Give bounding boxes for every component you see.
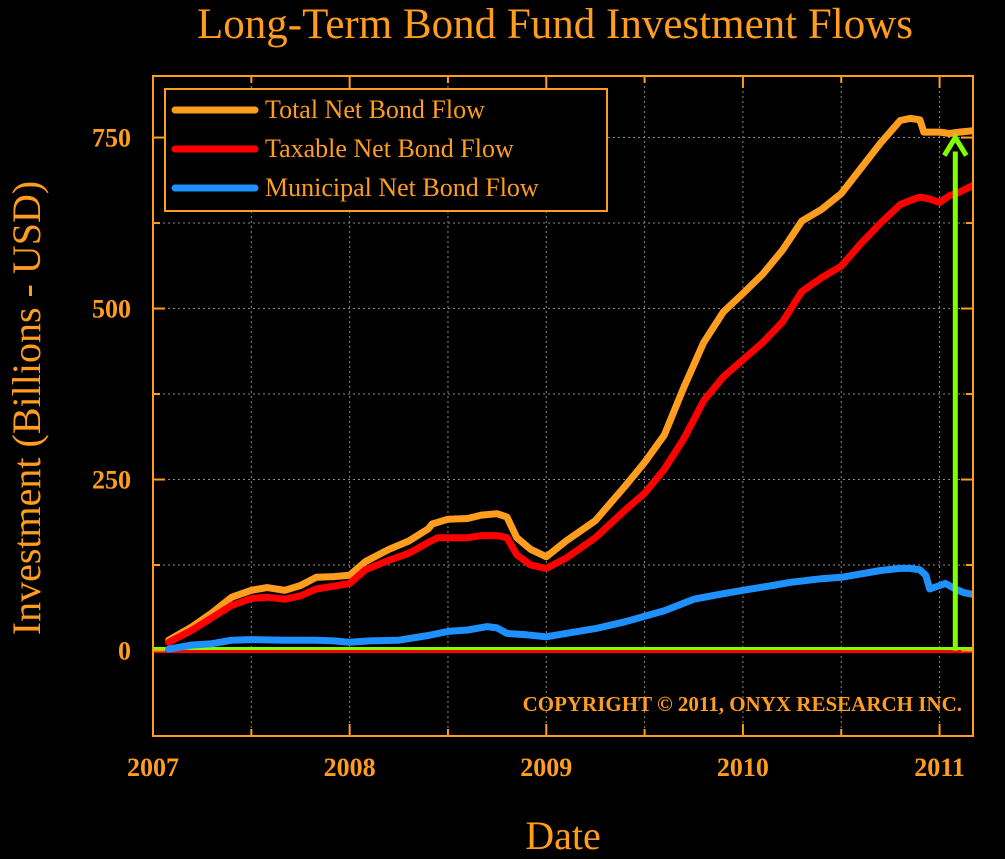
series-line-total xyxy=(165,114,973,644)
x-tick-label: 2010 xyxy=(717,753,769,782)
arrow-head xyxy=(942,132,969,157)
series-layer xyxy=(165,114,973,653)
y-tick-label: 250 xyxy=(92,466,131,495)
x-tick-label: 2008 xyxy=(324,753,376,782)
zero-line-layer xyxy=(153,647,973,654)
y-tick-label: 0 xyxy=(118,637,131,666)
legend-label-municipal: Municipal Net Bond Flow xyxy=(265,173,539,202)
series-line-taxable xyxy=(165,181,973,646)
chart-title: Long-Term Bond Fund Investment Flows xyxy=(197,1,913,48)
y-tick-label: 750 xyxy=(92,124,131,153)
y-tick-label: 500 xyxy=(92,295,131,324)
x-tick-label: 2007 xyxy=(127,753,179,782)
x-tick-label: 2009 xyxy=(520,753,572,782)
y-axis-label: Investment (Billions - USD) xyxy=(4,181,49,635)
legend-label-total: Total Net Bond Flow xyxy=(265,95,485,124)
arrow-layer xyxy=(942,132,969,651)
axis-tick-labels: 0 250 500 750 2007 2008 2009 2010 2011 xyxy=(92,124,965,782)
plot-frame xyxy=(152,75,974,737)
x-axis-label: Date xyxy=(525,813,601,858)
axis-ticks xyxy=(152,76,973,736)
copyright-notice: COPYRIGHT © 2011, ONYX RESEARCH INC. xyxy=(523,692,962,716)
series-line-municipal xyxy=(165,564,973,653)
legend: Total Net Bond Flow Taxable Net Bond Flo… xyxy=(164,88,608,212)
legend-label-taxable: Taxable Net Bond Flow xyxy=(265,134,514,163)
x-tick-label: 2011 xyxy=(914,753,965,782)
